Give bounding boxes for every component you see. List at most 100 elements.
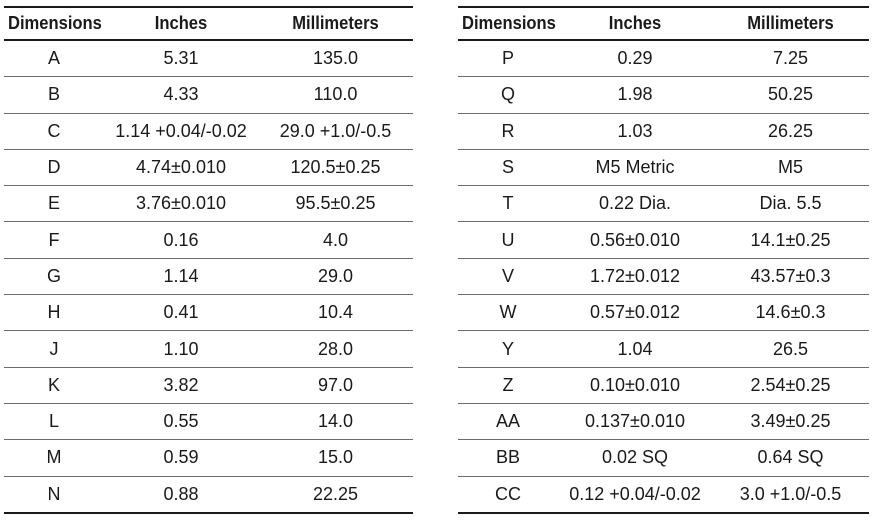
inches-cell: 1.03 (558, 113, 712, 150)
table-row: V 1.72±0.012 43.57±0.3 (458, 258, 869, 296)
millimeters-cell: 10.4 (258, 294, 413, 332)
dimension-cell: F (4, 221, 104, 259)
millimeters-cell: 110.0 (258, 76, 413, 114)
dimension-cell: V (458, 258, 558, 296)
table-body: P 0.29 7.25 Q 1.98 50.25 R 1.03 26.25 S M5 Metric M… (458, 40, 869, 514)
table-row: R 1.03 26.25 (458, 113, 869, 150)
inches-cell: 1.04 (558, 330, 712, 368)
header-inches: Inches (564, 6, 706, 41)
inches-cell: 1.14 (104, 258, 258, 296)
table-row: U 0.56±0.010 14.1±0.25 (458, 221, 869, 259)
dimensions-table-left: Dimensions Inches Millimeters A 5.31 135.0… (4, 6, 413, 514)
table-row: W 0.57±0.012 14.6±0.3 (458, 294, 869, 332)
millimeters-cell: M5 (712, 149, 869, 187)
table-row: AA 0.137±0.010 3.49±0.25 (458, 403, 869, 441)
millimeters-cell: 29.0 (258, 258, 413, 296)
millimeters-cell: 4.0 (258, 221, 413, 259)
dimension-cell: E (4, 185, 104, 223)
dimension-cell: C (4, 113, 104, 150)
table-header-row: Dimensions Inches Millimeters (4, 6, 413, 41)
inches-cell: 0.56±0.010 (558, 221, 712, 259)
dimension-cell: N (4, 476, 104, 514)
table-row: E 3.76±0.010 95.5±0.25 (4, 185, 413, 223)
millimeters-cell: 95.5±0.25 (258, 185, 413, 223)
inches-cell: 5.31 (104, 40, 258, 78)
millimeters-cell: 14.6±0.3 (712, 294, 869, 332)
dimension-cell: Q (458, 76, 558, 114)
table-row: Y 1.04 26.5 (458, 330, 869, 368)
inches-cell: 4.33 (104, 76, 258, 114)
inches-cell: 0.16 (104, 221, 258, 259)
millimeters-cell: 22.25 (258, 476, 413, 514)
millimeters-cell: 2.54±0.25 (712, 367, 869, 404)
inches-cell: 3.76±0.010 (104, 185, 258, 223)
inches-cell: 0.59 (104, 439, 258, 477)
dimension-cell: J (4, 330, 104, 368)
dimension-cell: A (4, 40, 104, 78)
dimension-cell: M (4, 439, 104, 477)
table-row: D 4.74±0.010 120.5±0.25 (4, 149, 413, 187)
dimension-cell: BB (458, 439, 558, 477)
table-row: A 5.31 135.0 (4, 40, 413, 78)
inches-cell: 3.82 (104, 367, 258, 404)
table-row: L 0.55 14.0 (4, 403, 413, 441)
table-row: M 0.59 15.0 (4, 439, 413, 477)
dimension-cell: Y (458, 330, 558, 368)
millimeters-cell: 26.5 (712, 330, 869, 368)
millimeters-cell: 0.64 SQ (712, 439, 869, 477)
inches-cell: 0.12 +0.04/-0.02 (558, 476, 712, 514)
table-header-row: Dimensions Inches Millimeters (458, 6, 869, 41)
millimeters-cell: 97.0 (258, 367, 413, 404)
dimension-cell: CC (458, 476, 558, 514)
dimension-cell: S (458, 149, 558, 187)
millimeters-cell: 14.1±0.25 (712, 221, 869, 259)
inches-cell: 0.137±0.010 (558, 403, 712, 441)
table-row: H 0.41 10.4 (4, 294, 413, 332)
table-row: N 0.88 22.25 (4, 476, 413, 514)
millimeters-cell: 3.0 +1.0/-0.5 (712, 476, 869, 514)
dimension-cell: K (4, 367, 104, 404)
millimeters-cell: 135.0 (258, 40, 413, 78)
inches-cell: M5 Metric (558, 149, 712, 187)
dimension-cell: G (4, 258, 104, 296)
dimension-cell: Z (458, 367, 558, 404)
inches-cell: 0.02 SQ (558, 439, 712, 477)
table-row: K 3.82 97.0 (4, 367, 413, 404)
millimeters-cell: 7.25 (712, 40, 869, 78)
millimeters-cell: 3.49±0.25 (712, 403, 869, 441)
dimension-cell: P (458, 40, 558, 78)
table-row: G 1.14 29.0 (4, 258, 413, 296)
table-row: T 0.22 Dia. Dia. 5.5 (458, 185, 869, 223)
inches-cell: 0.10±0.010 (558, 367, 712, 404)
table-row: Z 0.10±0.010 2.54±0.25 (458, 367, 869, 404)
dimension-cell: L (4, 403, 104, 441)
table-row: Q 1.98 50.25 (458, 76, 869, 114)
header-dimensions: Dimensions (462, 6, 556, 41)
millimeters-cell: 14.0 (258, 403, 413, 441)
dimension-cell: W (458, 294, 558, 332)
millimeters-cell: 29.0 +1.0/-0.5 (258, 113, 413, 150)
inches-cell: 0.57±0.012 (558, 294, 712, 332)
inches-cell: 1.10 (104, 330, 258, 368)
inches-cell: 1.14 +0.04/-0.02 (104, 113, 258, 150)
table-body: A 5.31 135.0 B 4.33 110.0 C 1.14 +0.04/-0.02 29.… (4, 40, 413, 514)
millimeters-cell: 43.57±0.3 (712, 258, 869, 296)
inches-cell: 0.22 Dia. (558, 185, 712, 223)
millimeters-cell: 15.0 (258, 439, 413, 477)
inches-cell: 0.55 (104, 403, 258, 441)
millimeters-cell: 28.0 (258, 330, 413, 368)
inches-cell: 0.29 (558, 40, 712, 78)
table-row: J 1.10 28.0 (4, 330, 413, 368)
dimension-cell: T (458, 185, 558, 223)
millimeters-cell: 26.25 (712, 113, 869, 150)
inches-cell: 0.88 (104, 476, 258, 514)
table-row: C 1.14 +0.04/-0.02 29.0 +1.0/-0.5 (4, 113, 413, 150)
dimension-cell: D (4, 149, 104, 187)
millimeters-cell: Dia. 5.5 (712, 185, 869, 223)
table-row: P 0.29 7.25 (458, 40, 869, 78)
inches-cell: 4.74±0.010 (104, 149, 258, 187)
millimeters-cell: 50.25 (712, 76, 869, 114)
dimension-cell: U (458, 221, 558, 259)
table-row: S M5 Metric M5 (458, 149, 869, 187)
header-millimeters: Millimeters (264, 6, 407, 41)
